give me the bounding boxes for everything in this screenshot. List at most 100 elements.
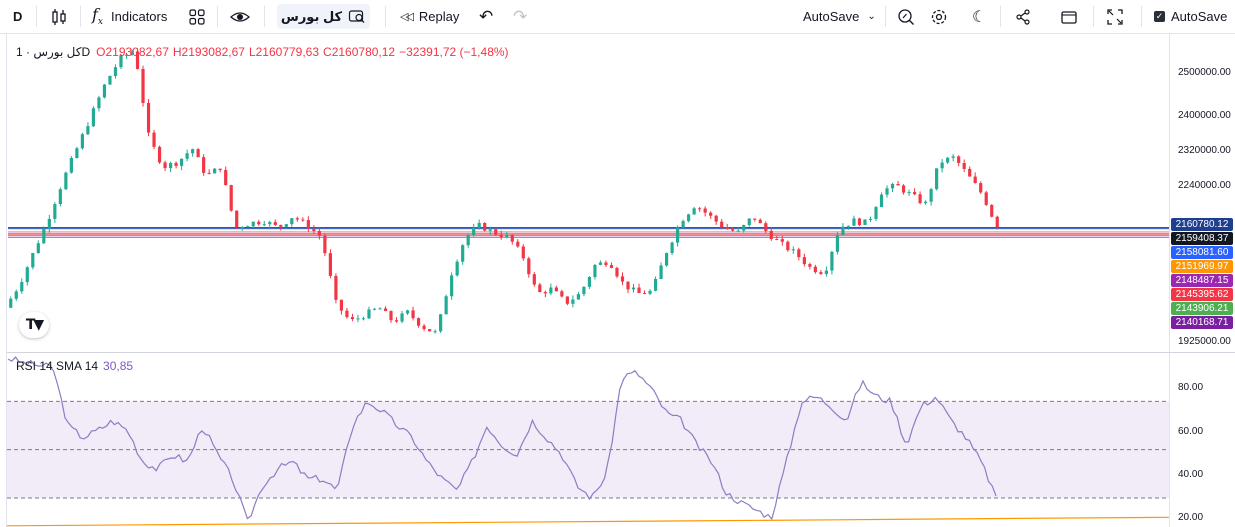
undo-button[interactable]: ↶	[479, 3, 493, 30]
autosave-dropdown[interactable]: AutoSave ⌄	[803, 3, 876, 30]
settings-button[interactable]	[929, 3, 949, 30]
candle-body	[990, 204, 994, 217]
pane-divider[interactable]	[7, 352, 1235, 353]
chart-type-button[interactable]	[48, 3, 70, 30]
candle-body	[516, 241, 520, 247]
candle-body	[394, 320, 399, 322]
candle-body	[676, 227, 680, 243]
candle-body	[450, 275, 454, 297]
candle-body	[499, 234, 503, 238]
candle-body	[835, 234, 840, 252]
candle-body	[97, 97, 101, 109]
candle-body	[532, 274, 536, 285]
candle-body	[47, 218, 51, 229]
share-button[interactable]	[1014, 3, 1032, 30]
candle-body	[615, 267, 619, 277]
price-axis-label: 2400000.00	[1178, 110, 1231, 121]
candle-body	[868, 218, 873, 220]
candle-body	[339, 299, 344, 311]
fullscreen-button[interactable]	[1106, 3, 1124, 30]
candle-body	[576, 294, 580, 300]
candle-body	[218, 168, 222, 171]
candle-body	[890, 183, 895, 189]
candle-body	[235, 210, 239, 228]
replay-label: Replay	[418, 9, 460, 24]
candle-body	[747, 218, 751, 226]
legend-high: H2193082,67	[172, 45, 245, 59]
visibility-button[interactable]	[229, 3, 251, 30]
layouts-button[interactable]	[188, 3, 206, 30]
candle-body	[229, 184, 233, 211]
candle-body	[323, 235, 327, 254]
candle-body	[692, 208, 696, 215]
candle-body	[863, 219, 867, 225]
candle-body	[168, 162, 173, 169]
candle-body	[9, 298, 13, 308]
indicators-button[interactable]: fx Indicators	[92, 3, 167, 30]
candle-body	[268, 222, 272, 225]
candle-body	[714, 215, 718, 222]
chart-left-border	[6, 34, 7, 527]
chevron-down-icon: ⌄	[867, 11, 876, 22]
price-tag: 2148487.15	[1171, 274, 1233, 287]
candle-body	[521, 246, 525, 259]
candle-body	[852, 218, 856, 226]
candle-body	[598, 262, 603, 265]
candle-body	[372, 308, 377, 310]
candle-body	[554, 287, 558, 292]
candle-body	[582, 286, 586, 295]
candle-body	[141, 68, 145, 103]
candle-body	[405, 310, 410, 314]
candle-body	[444, 296, 448, 315]
candle-body	[488, 229, 492, 231]
candle-body	[609, 265, 614, 268]
candle-body	[378, 308, 382, 310]
tradingview-logo[interactable]: T▼	[19, 312, 49, 338]
quick-search-button[interactable]	[896, 3, 916, 30]
candle-body	[135, 51, 140, 69]
candle-body	[874, 207, 878, 219]
candle-body	[725, 227, 729, 230]
candle-body	[279, 224, 283, 227]
rsi-legend[interactable]: RSI 14 SMA 14 30,85	[16, 359, 133, 373]
snapshot-button[interactable]	[1059, 3, 1079, 30]
indicators-label: Indicators	[111, 9, 168, 24]
candle-body	[780, 239, 784, 242]
candle-body	[483, 222, 487, 231]
rsi-axis-label: 20.00	[1178, 512, 1204, 523]
tradingview-logo-icon: T▼	[25, 317, 44, 333]
toolbar-divider	[1000, 6, 1001, 27]
top-toolbar: D fx Indicators کل بورس	[0, 0, 1235, 34]
candle-body	[146, 102, 151, 133]
autosave-checkbox[interactable]: ✓ AutoSave	[1154, 3, 1227, 30]
candle-body	[951, 156, 955, 158]
candle-body	[664, 253, 669, 266]
eye-icon	[230, 11, 250, 22]
candle-body	[31, 253, 35, 268]
replay-button[interactable]: ◁◁ Replay	[400, 3, 459, 30]
candle-body	[626, 281, 630, 290]
candle-body	[642, 292, 647, 294]
candle-body	[251, 221, 255, 227]
theme-toggle-button[interactable]: ☾	[972, 3, 986, 30]
symbol-search-button[interactable]: کل بورس	[277, 4, 370, 29]
interval-button[interactable]: D	[13, 9, 23, 24]
toolbar-divider	[885, 6, 886, 27]
candle-body	[196, 149, 200, 158]
price-axis-label: 2500000.00	[1178, 67, 1231, 78]
price-tag: 2159408.37	[1171, 232, 1233, 245]
snapshot-icon	[1061, 10, 1077, 24]
candle-body	[86, 126, 90, 135]
candle-body	[918, 194, 922, 204]
candle-body	[284, 224, 288, 227]
candle-body	[455, 261, 459, 276]
legend-symbol[interactable]: کل بورس · 1D	[16, 45, 91, 59]
candle-body	[312, 229, 316, 232]
candle-body	[472, 227, 476, 235]
candle-body	[108, 75, 112, 85]
candle-body	[14, 291, 18, 299]
candle-body	[736, 230, 740, 232]
candle-body	[912, 192, 917, 195]
candle-body	[477, 222, 481, 228]
